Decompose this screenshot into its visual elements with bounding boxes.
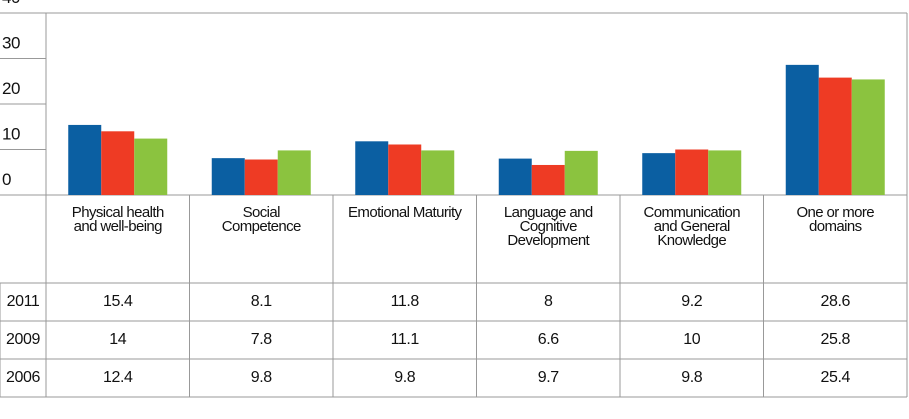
y-tick-label: 0	[2, 170, 11, 189]
bar	[785, 64, 819, 196]
legend-label: 2006	[6, 369, 40, 386]
y-tick-label: 20	[2, 79, 20, 98]
table-cell: 12.4	[102, 369, 133, 386]
x-tick-label: Language and Cognitive Development	[503, 204, 593, 249]
bar	[851, 79, 885, 195]
x-tick-label: Communication and General Knowledge	[643, 204, 741, 249]
table-cell: 11.1	[390, 331, 420, 348]
bar	[101, 131, 135, 195]
bar	[244, 159, 278, 195]
table-cell: 9.2	[681, 293, 703, 310]
y-tick-label: 40	[2, 0, 20, 7]
table-cell: 28.6	[820, 293, 851, 310]
bar	[388, 144, 422, 195]
table-cell: 11.8	[390, 293, 420, 310]
table-cell: 9.8	[250, 369, 272, 386]
table-cell: 8	[544, 293, 553, 310]
y-tick-label: 30	[2, 34, 20, 53]
legend-label: 2009	[6, 331, 40, 348]
table-cell: 9.8	[394, 369, 416, 386]
x-tick-label: Emotional Maturity	[348, 204, 462, 221]
bar	[134, 138, 168, 195]
bar	[498, 158, 532, 195]
y-tick-label: 10	[2, 125, 20, 144]
bar	[68, 124, 102, 195]
x-tick-label: Social Competence	[221, 204, 302, 235]
table-cell: 25.8	[820, 331, 851, 348]
bar	[211, 158, 245, 195]
bar	[708, 150, 742, 195]
bar	[642, 153, 676, 195]
bar	[818, 77, 852, 195]
table-cell: 10	[683, 331, 701, 348]
table-cell: 15.4	[102, 293, 133, 310]
table-cell: 9.8	[681, 369, 703, 386]
table-cell: 14	[109, 331, 127, 348]
bar	[675, 149, 709, 195]
bar	[355, 141, 389, 195]
table-cell: 8.1	[250, 293, 272, 310]
x-tick-label: Physical health and well-being	[71, 204, 165, 235]
table-cell: 6.6	[537, 331, 559, 348]
table-cell: 25.4	[820, 369, 851, 386]
bar	[421, 150, 455, 195]
bar	[531, 164, 565, 195]
legend-label: 2011	[6, 293, 40, 310]
x-tick-label: One or more domains	[796, 204, 875, 235]
table-cell: 9.7	[537, 369, 559, 386]
bar	[564, 150, 598, 195]
table-cell: 7.8	[250, 331, 272, 348]
bar	[277, 150, 311, 195]
